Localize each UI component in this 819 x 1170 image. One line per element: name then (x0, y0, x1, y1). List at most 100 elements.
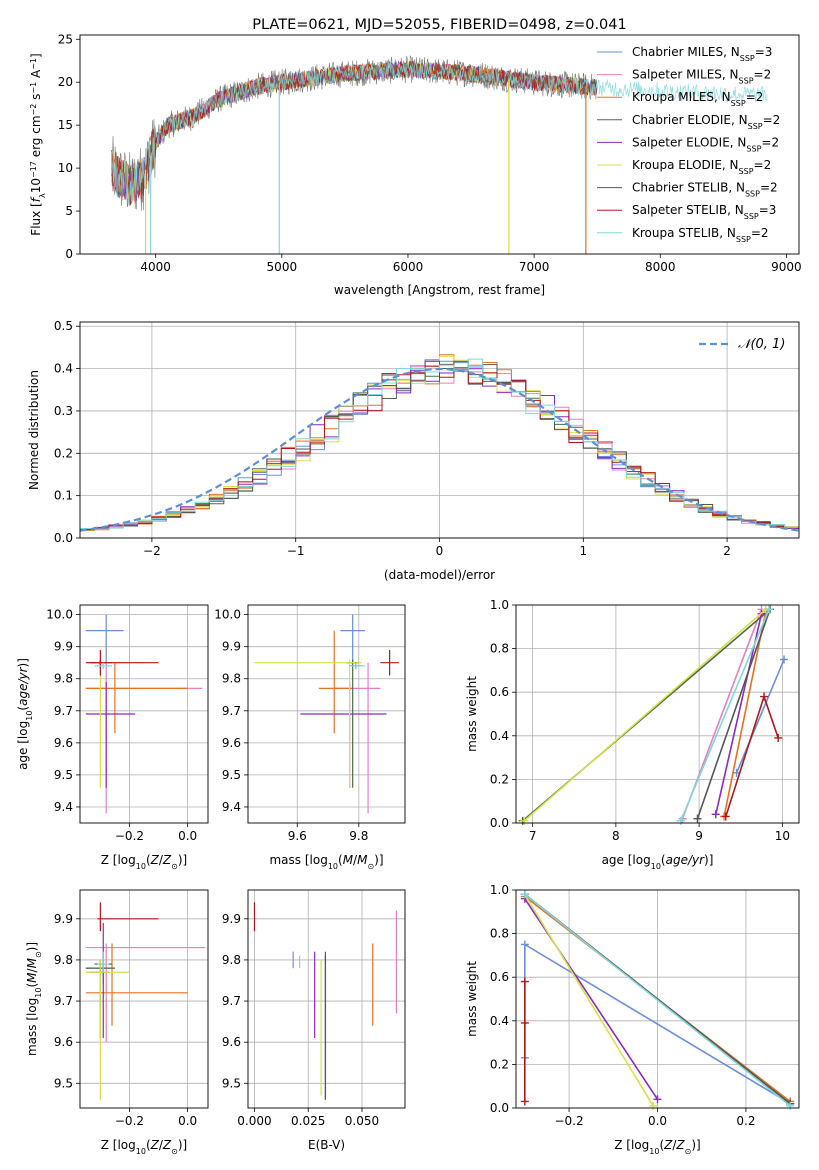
errorbar-point (85, 662, 188, 734)
age-vs-Z-ylabel: age [log10(age/yr)] (16, 658, 34, 770)
spectrum-model-line (111, 60, 768, 205)
y-tick-label: 0.0 (54, 531, 73, 545)
mass-weight-line (524, 898, 659, 1100)
y-tick-label: 0.5 (54, 319, 73, 333)
residuals-ylabel: Normed distribution (27, 370, 41, 490)
y-tick-label: 9.4 (222, 800, 241, 814)
y-tick-label: 9.9 (222, 912, 241, 926)
x-tick-label: 10 (775, 829, 790, 843)
massweight-vs-Z-xlabel: Z [log10(Z/Z⊙)] (614, 1138, 700, 1156)
massweight-vs-Z-axes: −0.2 0.0 0.2 0.0 0.2 0.4 0.6 0.8 1.0 (490, 883, 799, 1128)
x-tick-label: 9000 (771, 260, 802, 274)
errorbar-point (349, 662, 365, 670)
mass-weight-marker (693, 814, 702, 823)
spectrum-xlabel: wavelength [Angstrom, rest frame] (334, 283, 545, 297)
mass-weight-line (735, 659, 785, 774)
x-tick-label: 0.0 (648, 1114, 667, 1128)
errorbar-point (97, 951, 110, 973)
mass-weight-marker (760, 692, 769, 701)
legend-label: Chabrier STELIB, NSSP=2 (632, 181, 778, 199)
y-tick-label: 0.6 (490, 685, 509, 699)
x-tick-label: 2 (723, 544, 731, 558)
errorbar-point (85, 662, 203, 814)
massweight-vs-age-frame (515, 604, 800, 824)
mass-weight-marker (520, 816, 529, 825)
errorbar-point (85, 681, 136, 788)
spectrum-ylabel: Flux [fλ10−17 erg cm−2 s−1 A−1] (29, 53, 47, 235)
y-tick-label: 10.0 (46, 608, 73, 622)
x-tick-label: 4000 (140, 260, 171, 274)
y-tick-label: 0.1 (54, 489, 73, 503)
legend-label: Kroupa MILES, NSSP=2 (632, 90, 763, 108)
errorbar-point (85, 943, 188, 1026)
mass-weight-line (696, 609, 771, 819)
mass-weight-marker (649, 1101, 658, 1110)
y-tick-label: 9.9 (54, 912, 73, 926)
y-tick-label: 9.5 (222, 1076, 241, 1090)
y-tick-label: 10 (58, 161, 73, 175)
mass-weight-marker (786, 1101, 795, 1110)
y-tick-label: 0.0 (490, 1101, 509, 1115)
x-tick-label: 6000 (393, 260, 424, 274)
y-tick-label: 9.9 (54, 640, 73, 654)
mass-vs-ebv-xlabel: E(B-V) (308, 1138, 345, 1152)
legend-label: Salpeter MILES, NSSP=2 (632, 68, 771, 86)
age-vs-Z-axes: −0.2 0.0 9.4 9.5 9.6 9.7 9.8 9.9 10.0 (46, 605, 208, 843)
x-tick-label: −0.2 (115, 1114, 144, 1128)
y-tick-label: 0 (65, 247, 73, 261)
legend-label: Chabrier ELODIE, NSSP=2 (632, 113, 780, 131)
x-tick-label: 0.0 (178, 1114, 197, 1128)
age-vs-mass-frame (247, 604, 406, 824)
y-tick-label: 0.2 (490, 1057, 509, 1071)
y-tick-label: 9.8 (222, 672, 241, 686)
y-tick-label: 9.4 (54, 800, 73, 814)
x-tick-label: 7000 (519, 260, 550, 274)
mass-weight-marker (711, 810, 720, 819)
y-tick-label: 0.8 (490, 642, 509, 656)
y-tick-label: 9.8 (54, 953, 73, 967)
errorbar-point (254, 659, 362, 788)
massweight-vs-age-xlabel: age [log10(age/yr)] (602, 853, 714, 871)
errorbar-point (85, 649, 159, 676)
y-tick-label: 1.0 (490, 598, 509, 612)
mass-weight-marker (765, 605, 774, 614)
y-tick-label: 25 (58, 32, 73, 46)
y-tick-label: 9.8 (222, 953, 241, 967)
spectrum-observed-line (111, 55, 598, 211)
legend-label: Salpeter ELODIE, NSSP=2 (632, 135, 779, 153)
x-tick-label: 0.2 (736, 1114, 755, 1128)
massweight-vs-age-ylabel: mass weight (465, 676, 479, 752)
errorbar-point (94, 662, 112, 670)
x-tick-label: 8 (612, 829, 620, 843)
age-vs-mass-xlabel: mass [log10(M/M⊙)] (269, 853, 383, 871)
x-tick-label: 0.000 (237, 1114, 271, 1128)
residuals-xlabel: (data-model)/error (384, 568, 495, 582)
mass-weight-line (524, 893, 654, 1107)
mass-weight-marker (774, 733, 783, 742)
y-tick-label: 9.7 (54, 704, 73, 718)
age-vs-Z-xlabel: Z [log10(Z/Z⊙)] (101, 853, 187, 871)
residuals-frame (79, 321, 800, 539)
y-tick-label: 9.7 (222, 704, 241, 718)
mass-vs-Z-axes: −0.2 0.0 9.5 9.6 9.7 9.8 9.9 (54, 890, 208, 1128)
errorbar-point (334, 662, 381, 814)
errorbar-point (85, 614, 124, 663)
errorbar-point (318, 630, 353, 734)
x-tick-label: 8000 (645, 260, 676, 274)
errorbar-point (97, 902, 159, 932)
x-tick-label: 9.6 (288, 829, 307, 843)
y-tick-label: 0.4 (490, 1014, 509, 1028)
y-tick-label: 0.2 (490, 772, 509, 786)
mass-weight-line (523, 608, 767, 822)
errorbar-point (91, 659, 107, 670)
y-tick-label: 9.5 (222, 768, 241, 782)
mass-vs-Z-frame (79, 889, 209, 1109)
y-tick-label: 5 (65, 204, 73, 218)
mass-weight-marker (676, 816, 685, 825)
x-tick-label: −0.2 (115, 829, 144, 843)
massweight-vs-Z-frame (515, 889, 800, 1109)
x-tick-label: 0 (436, 544, 444, 558)
mass-weight-line (680, 609, 770, 822)
mass-weight-marker (520, 1097, 529, 1106)
